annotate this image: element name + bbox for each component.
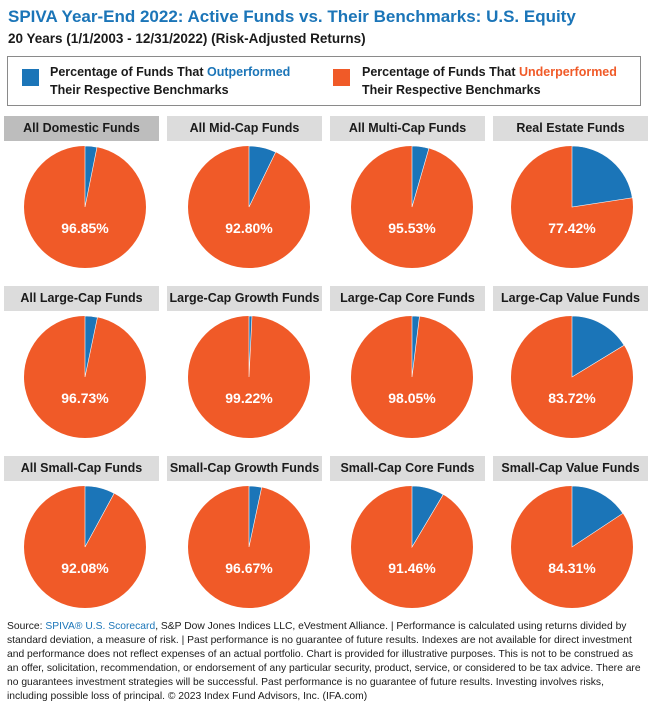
- pie-chart: [511, 485, 633, 608]
- pie-chart: [511, 315, 633, 438]
- pie-title: All Multi-Cap Funds: [330, 116, 485, 141]
- pie-chart: [351, 485, 473, 608]
- pie-slice-outperformed: [84, 145, 98, 208]
- pie-data-label: 96.85%: [61, 220, 109, 236]
- pie-data-label: 91.46%: [388, 560, 436, 576]
- pie-data-label: 95.53%: [388, 220, 436, 236]
- pie-title: Small-Cap Growth Funds: [167, 456, 322, 481]
- pie-title: Large-Cap Value Funds: [493, 286, 648, 311]
- pie-title: Real Estate Funds: [493, 116, 648, 141]
- legend: Percentage of Funds That Outperformed Th…: [7, 56, 641, 106]
- pie-slice-outperformed: [411, 145, 430, 208]
- pie-title: Large-Cap Growth Funds: [167, 286, 322, 311]
- pie-title: All Large-Cap Funds: [4, 286, 159, 311]
- pie-data-label: 83.72%: [548, 390, 596, 406]
- pie-chart: [24, 145, 146, 268]
- chart-title: SPIVA Year-End 2022: Active Funds vs. Th…: [8, 7, 576, 26]
- legend-underperformed-prefix: Percentage of Funds That: [362, 65, 519, 79]
- pie-data-label: 92.80%: [225, 220, 273, 236]
- footer-body: , S&P Dow Jones Indices LLC, eVestment A…: [7, 621, 641, 702]
- pie-data-label: 98.05%: [388, 390, 436, 406]
- legend-underperformed-swatch: [333, 69, 350, 86]
- pie-title: Small-Cap Core Funds: [330, 456, 485, 481]
- pie-data-label: 96.67%: [225, 560, 273, 576]
- legend-outperformed-label: Percentage of Funds That Outperformed Th…: [50, 63, 290, 99]
- legend-outperformed-suffix: Their Respective Benchmarks: [50, 83, 229, 97]
- pie-slice-outperformed: [84, 485, 115, 548]
- pie-data-label: 84.31%: [548, 560, 596, 576]
- pie-chart: [24, 485, 146, 608]
- pie-data-label: 99.22%: [225, 390, 273, 406]
- pie-data-label: 92.08%: [61, 560, 109, 576]
- legend-underperformed-suffix: Their Respective Benchmarks: [362, 83, 541, 97]
- pie-slice-outperformed: [84, 315, 98, 378]
- pie-data-label: 77.42%: [548, 220, 596, 236]
- pie-data-label: 96.73%: [61, 390, 109, 406]
- pie-title: All Domestic Funds: [4, 116, 159, 141]
- pie-chart: [188, 315, 310, 438]
- pie-chart: [351, 145, 473, 268]
- pie-slice-outperformed: [411, 485, 444, 549]
- footer-source-prefix: Source:: [7, 621, 46, 632]
- pie-slice-outperformed: [571, 145, 633, 208]
- pie-slice-outperformed: [248, 315, 253, 378]
- pie-chart: [188, 485, 310, 608]
- pie-chart: [511, 145, 633, 268]
- pie-slice-outperformed: [571, 485, 624, 548]
- legend-outperformed-prefix: Percentage of Funds That: [50, 65, 207, 79]
- pie-title: Large-Cap Core Funds: [330, 286, 485, 311]
- pie-slice-outperformed: [571, 315, 625, 378]
- footer-source-link[interactable]: SPIVA® U.S. Scorecard: [45, 621, 156, 632]
- pie-chart: [351, 315, 473, 438]
- pie-chart: [24, 315, 146, 438]
- legend-underperformed-label: Percentage of Funds That Underperformed …: [362, 63, 617, 99]
- footer-disclaimer: Source: SPIVA® U.S. Scorecard, S&P Dow J…: [7, 620, 645, 704]
- pie-title: All Small-Cap Funds: [4, 456, 159, 481]
- pie-slice-outperformed: [248, 145, 277, 208]
- legend-outperformed-highlight: Outperformed: [206, 65, 291, 79]
- chart-subtitle: 20 Years (1/1/2003 - 12/31/2022) (Risk-A…: [8, 31, 366, 46]
- pie-slice-outperformed: [411, 315, 420, 378]
- pie-title: All Mid-Cap Funds: [167, 116, 322, 141]
- legend-outperformed-swatch: [22, 69, 39, 86]
- pie-slice-outperformed: [248, 485, 263, 548]
- pie-title: Small-Cap Value Funds: [493, 456, 648, 481]
- legend-underperformed-highlight: Underperformed: [518, 65, 617, 79]
- pie-chart: [188, 145, 310, 268]
